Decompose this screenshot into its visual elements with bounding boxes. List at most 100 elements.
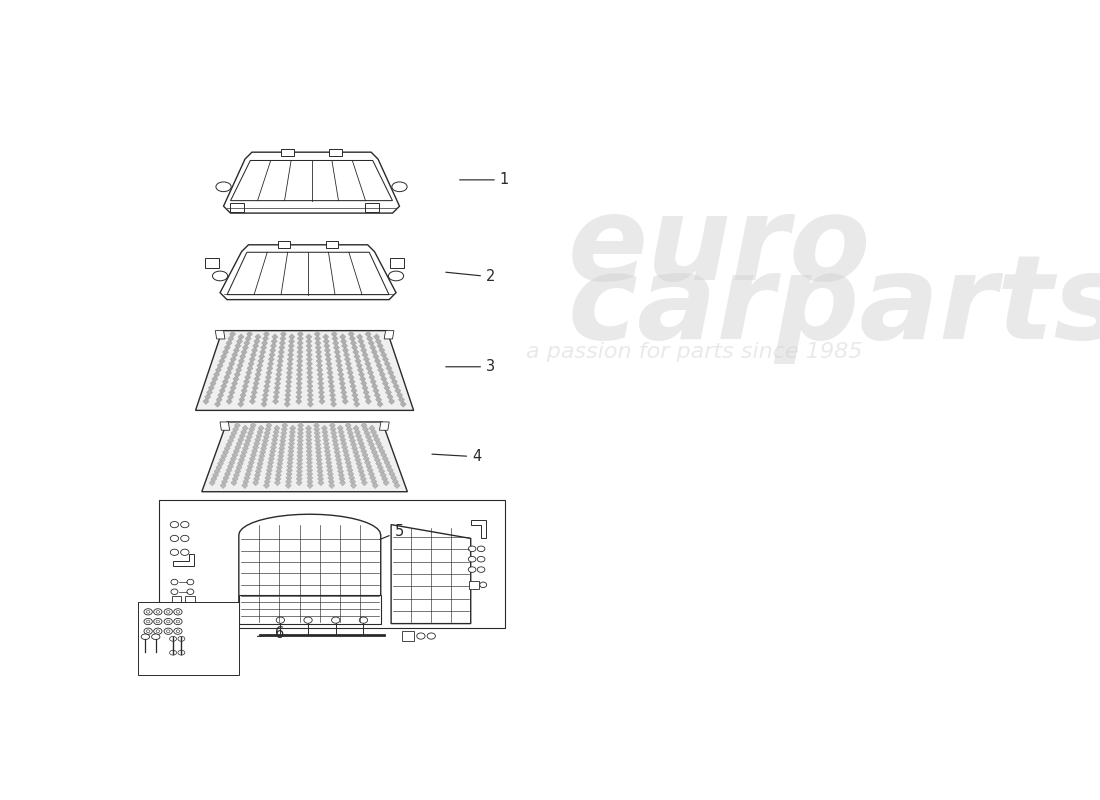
Polygon shape: [306, 459, 312, 466]
Polygon shape: [242, 482, 248, 489]
Polygon shape: [373, 453, 378, 459]
Polygon shape: [229, 434, 235, 440]
Polygon shape: [275, 472, 282, 478]
Polygon shape: [346, 463, 352, 470]
Polygon shape: [287, 452, 294, 458]
Polygon shape: [279, 442, 286, 448]
Polygon shape: [231, 430, 238, 436]
Polygon shape: [355, 358, 361, 364]
Ellipse shape: [180, 522, 189, 528]
Polygon shape: [398, 397, 405, 402]
Polygon shape: [250, 456, 255, 462]
Polygon shape: [317, 371, 323, 378]
Ellipse shape: [174, 609, 183, 615]
Polygon shape: [275, 380, 280, 386]
Polygon shape: [353, 425, 360, 431]
Ellipse shape: [164, 609, 173, 615]
Polygon shape: [322, 433, 329, 439]
Polygon shape: [353, 349, 359, 355]
Polygon shape: [382, 456, 388, 462]
Polygon shape: [361, 448, 366, 454]
Ellipse shape: [304, 617, 312, 623]
Polygon shape: [285, 383, 292, 390]
Ellipse shape: [477, 557, 485, 562]
Polygon shape: [361, 347, 366, 354]
Polygon shape: [263, 331, 270, 338]
Polygon shape: [306, 452, 312, 458]
Polygon shape: [331, 434, 338, 440]
Ellipse shape: [170, 589, 178, 594]
Polygon shape: [471, 520, 486, 538]
Polygon shape: [315, 446, 321, 451]
Polygon shape: [384, 459, 390, 466]
Ellipse shape: [144, 628, 152, 634]
Polygon shape: [385, 390, 392, 395]
Polygon shape: [296, 380, 303, 386]
Polygon shape: [236, 338, 243, 345]
Polygon shape: [258, 354, 265, 360]
Polygon shape: [230, 356, 236, 362]
Polygon shape: [338, 429, 344, 435]
Polygon shape: [248, 361, 254, 367]
Polygon shape: [253, 342, 258, 349]
Polygon shape: [321, 425, 328, 431]
Polygon shape: [361, 380, 367, 386]
Polygon shape: [341, 342, 348, 349]
Polygon shape: [266, 370, 272, 376]
Polygon shape: [242, 383, 249, 390]
Polygon shape: [330, 426, 337, 432]
Ellipse shape: [169, 637, 176, 642]
Polygon shape: [350, 383, 356, 390]
Polygon shape: [229, 390, 235, 395]
Polygon shape: [224, 446, 230, 451]
Polygon shape: [318, 480, 324, 486]
Polygon shape: [336, 358, 342, 364]
Polygon shape: [349, 335, 355, 342]
Polygon shape: [384, 330, 394, 339]
Polygon shape: [248, 463, 253, 470]
Bar: [329, 149, 342, 156]
Polygon shape: [374, 334, 379, 340]
Polygon shape: [340, 385, 346, 391]
Polygon shape: [210, 380, 217, 386]
Polygon shape: [297, 422, 304, 429]
Polygon shape: [232, 452, 238, 458]
Polygon shape: [287, 459, 294, 466]
Polygon shape: [246, 467, 252, 474]
Polygon shape: [314, 422, 320, 429]
Text: 6: 6: [257, 626, 284, 642]
Polygon shape: [389, 374, 396, 380]
Polygon shape: [316, 449, 321, 455]
Polygon shape: [280, 331, 286, 338]
Polygon shape: [326, 361, 332, 367]
Polygon shape: [351, 387, 358, 394]
Polygon shape: [233, 472, 240, 478]
Bar: [396, 90, 410, 100]
Polygon shape: [315, 340, 321, 346]
Ellipse shape: [178, 637, 185, 642]
Ellipse shape: [166, 610, 169, 614]
Polygon shape: [234, 468, 241, 474]
Polygon shape: [255, 437, 261, 442]
Polygon shape: [322, 429, 328, 435]
Polygon shape: [349, 378, 355, 385]
Polygon shape: [385, 463, 392, 470]
Polygon shape: [227, 252, 389, 294]
Polygon shape: [323, 342, 330, 349]
Polygon shape: [266, 365, 273, 371]
Polygon shape: [343, 452, 350, 458]
Polygon shape: [340, 334, 345, 340]
Polygon shape: [275, 476, 280, 482]
Polygon shape: [333, 446, 340, 451]
Polygon shape: [216, 397, 222, 402]
Polygon shape: [252, 448, 257, 454]
Polygon shape: [228, 335, 234, 342]
Polygon shape: [371, 478, 377, 485]
Polygon shape: [316, 354, 322, 360]
Polygon shape: [241, 387, 248, 394]
Polygon shape: [364, 430, 370, 436]
Polygon shape: [264, 478, 271, 485]
Polygon shape: [226, 467, 232, 474]
Polygon shape: [326, 459, 332, 466]
Polygon shape: [220, 482, 227, 489]
